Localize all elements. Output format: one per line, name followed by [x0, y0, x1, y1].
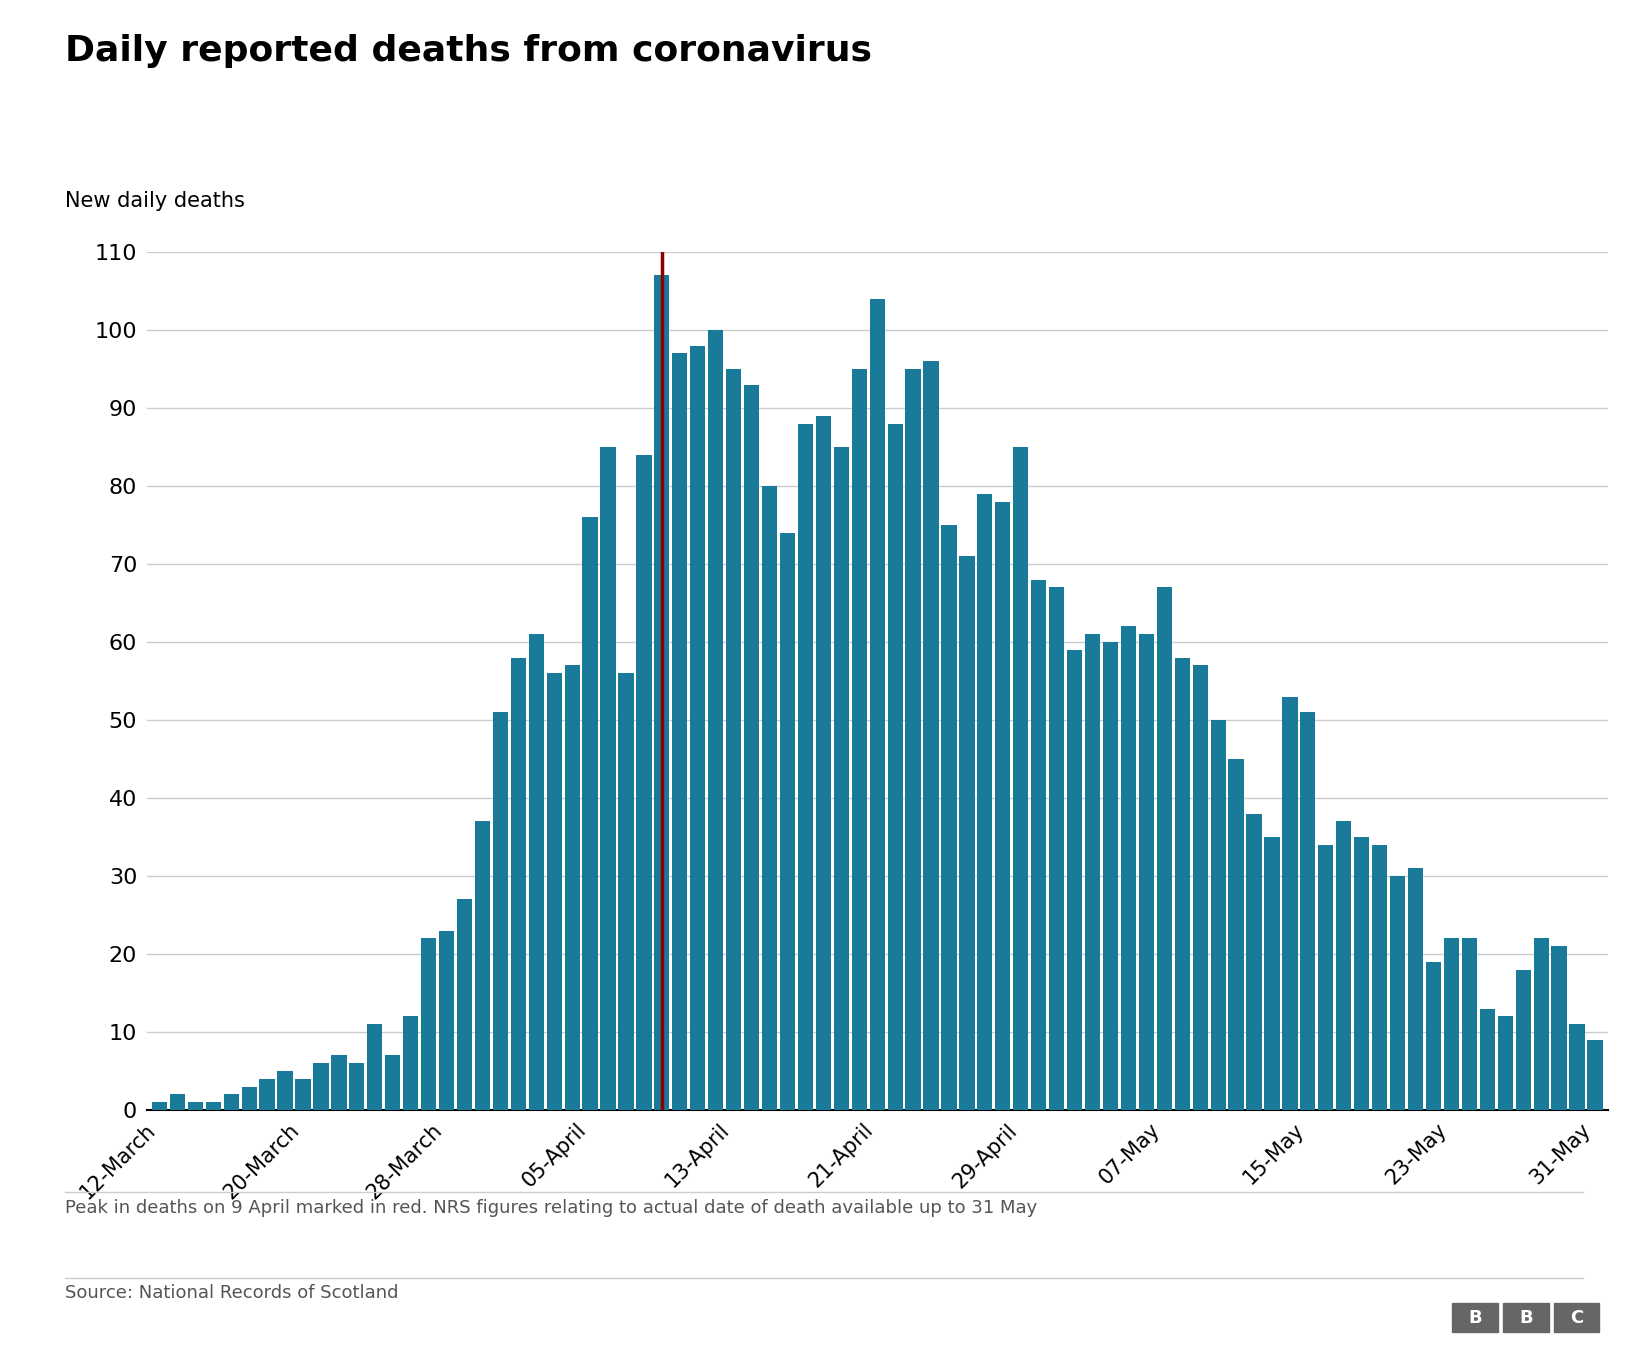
Bar [421, 938, 436, 1110]
Bar [1552, 947, 1567, 1110]
Bar [744, 384, 759, 1110]
Text: Peak in deaths on 9 April marked in red. NRS figures relating to actual date of : Peak in deaths on 9 April marked in red.… [65, 1199, 1038, 1216]
Bar [1355, 838, 1369, 1110]
Bar [996, 501, 1010, 1110]
Text: B: B [1519, 1309, 1532, 1327]
Bar [1570, 1024, 1585, 1110]
Bar [259, 1079, 274, 1110]
Bar [870, 298, 885, 1110]
Bar [601, 447, 615, 1110]
Bar [852, 369, 867, 1110]
Bar [242, 1087, 256, 1110]
Bar [1157, 587, 1172, 1110]
Bar [1444, 938, 1459, 1110]
Bar [1175, 658, 1190, 1110]
Bar [960, 556, 974, 1110]
Bar [1534, 938, 1549, 1110]
Bar [906, 369, 920, 1110]
Bar [1049, 587, 1064, 1110]
Bar [403, 1016, 418, 1110]
Bar [1408, 868, 1423, 1110]
Bar [1031, 580, 1046, 1110]
Bar [708, 330, 723, 1110]
Text: Daily reported deaths from coronavirus: Daily reported deaths from coronavirus [65, 34, 871, 68]
Bar [834, 447, 849, 1110]
Bar [1085, 635, 1100, 1110]
Bar [1067, 650, 1082, 1110]
Bar [295, 1079, 310, 1110]
Bar [277, 1071, 292, 1110]
Bar [1319, 844, 1333, 1110]
Bar [1588, 1039, 1603, 1110]
Bar [654, 275, 669, 1110]
Bar [619, 673, 633, 1110]
Bar [565, 666, 579, 1110]
Bar [1193, 666, 1208, 1110]
Text: C: C [1570, 1309, 1583, 1327]
Bar [1103, 642, 1118, 1110]
Bar [780, 533, 795, 1110]
Bar [475, 821, 490, 1110]
Bar [224, 1095, 238, 1110]
Bar [798, 424, 813, 1110]
Bar [942, 524, 956, 1110]
Bar [1426, 962, 1441, 1110]
Bar [170, 1095, 184, 1110]
Bar [636, 455, 651, 1110]
Bar [206, 1102, 220, 1110]
Bar [762, 486, 777, 1110]
Bar [978, 494, 992, 1110]
Bar [1121, 627, 1136, 1110]
Text: New daily deaths: New daily deaths [65, 191, 245, 211]
Bar [1283, 696, 1297, 1110]
Bar [888, 424, 902, 1110]
Bar [1229, 759, 1244, 1110]
Text: B: B [1469, 1309, 1482, 1327]
Bar [1247, 813, 1262, 1110]
Bar [1498, 1016, 1513, 1110]
Bar [1390, 876, 1405, 1110]
Bar [1480, 1009, 1495, 1110]
Bar [547, 673, 561, 1110]
Bar [1516, 970, 1531, 1110]
Bar [1301, 712, 1315, 1110]
Bar [367, 1024, 382, 1110]
Bar [439, 930, 454, 1110]
Bar [349, 1064, 364, 1110]
Bar [726, 369, 741, 1110]
Bar [313, 1064, 328, 1110]
Bar [493, 712, 508, 1110]
Bar [529, 635, 543, 1110]
Text: Source: National Records of Scotland: Source: National Records of Scotland [65, 1284, 398, 1302]
Bar [816, 415, 831, 1110]
Bar [1139, 635, 1154, 1110]
Bar [583, 518, 597, 1110]
Bar [1265, 838, 1279, 1110]
Bar [1462, 938, 1477, 1110]
Bar [152, 1102, 166, 1110]
Bar [188, 1102, 202, 1110]
Bar [385, 1056, 400, 1110]
Bar [457, 899, 472, 1110]
Bar [1373, 844, 1387, 1110]
Bar [672, 353, 687, 1110]
Bar [511, 658, 526, 1110]
Bar [1013, 447, 1028, 1110]
Bar [331, 1056, 346, 1110]
Bar [1337, 821, 1351, 1110]
Bar [924, 361, 938, 1110]
Bar [1211, 720, 1226, 1110]
Bar [690, 346, 705, 1110]
